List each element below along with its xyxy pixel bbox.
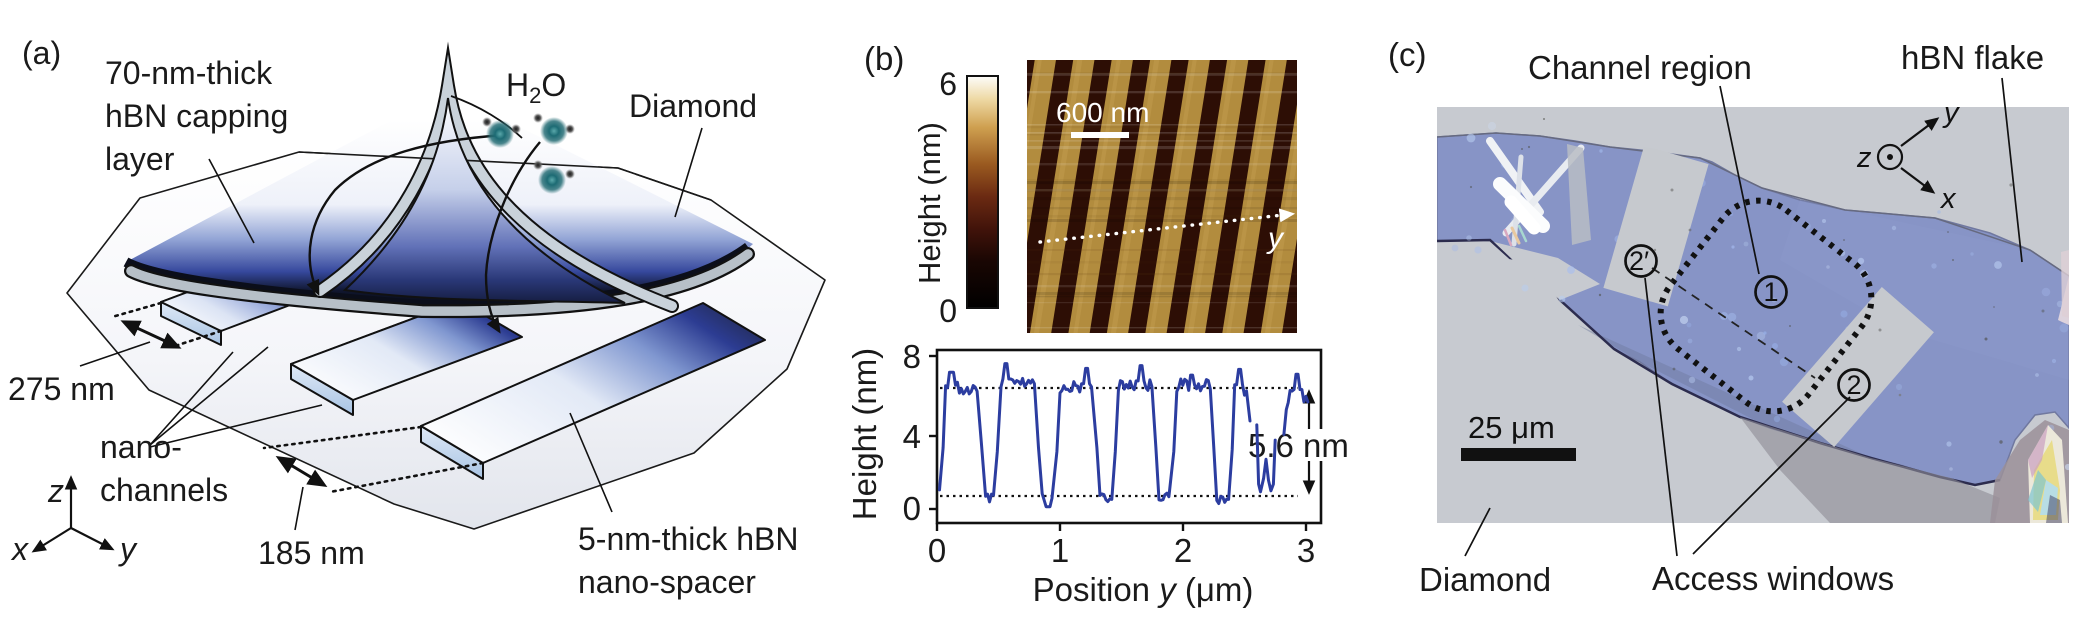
svg-text:x: x: [1939, 183, 1957, 215]
svg-text:25 μm: 25 μm: [1468, 410, 1555, 445]
svg-text:2: 2: [1846, 370, 1861, 400]
svg-text:4: 4: [903, 418, 921, 455]
svg-text:x: x: [10, 531, 29, 567]
svg-text:hBN capping: hBN capping: [105, 98, 288, 134]
svg-text:Channel region: Channel region: [1528, 49, 1752, 86]
svg-text:1: 1: [1051, 532, 1069, 569]
svg-text:z: z: [47, 473, 64, 509]
svg-text:y: y: [1942, 97, 1960, 129]
svg-text:y: y: [118, 531, 138, 567]
svg-text:Height (nm): Height (nm): [846, 348, 883, 520]
svg-text:2: 2: [1174, 532, 1192, 569]
svg-text:channels: channels: [100, 472, 228, 508]
svg-text:Height (nm): Height (nm): [912, 122, 947, 284]
svg-text:Diamond: Diamond: [1419, 561, 1551, 598]
svg-text:5.6 nm: 5.6 nm: [1248, 427, 1349, 464]
svg-text:nano-spacer: nano-spacer: [578, 564, 756, 600]
svg-text:(c): (c): [1388, 36, 1426, 73]
svg-text:5-nm-thick hBN: 5-nm-thick hBN: [578, 521, 799, 557]
svg-text:0: 0: [903, 490, 921, 527]
svg-text:(a): (a): [22, 35, 61, 71]
svg-text:0: 0: [928, 532, 946, 569]
svg-text:3: 3: [1297, 532, 1315, 569]
svg-text:185 nm: 185 nm: [258, 535, 365, 571]
svg-text:1: 1: [1763, 277, 1778, 307]
svg-text:600 nm: 600 nm: [1056, 97, 1149, 128]
svg-text:Position y (μm): Position y (μm): [1033, 571, 1254, 608]
svg-text:z: z: [1856, 142, 1872, 174]
svg-text:Access windows: Access windows: [1652, 560, 1894, 597]
svg-text:(b): (b): [864, 40, 904, 77]
svg-text:0: 0: [939, 293, 957, 329]
svg-text:6: 6: [939, 66, 957, 102]
svg-text:8: 8: [903, 338, 921, 375]
svg-text:H2O: H2O: [506, 67, 566, 108]
svg-text:layer: layer: [105, 141, 175, 177]
svg-text:2′: 2′: [1629, 246, 1649, 276]
svg-text:hBN flake: hBN flake: [1901, 39, 2044, 76]
svg-text:70-nm-thick: 70-nm-thick: [105, 55, 273, 91]
svg-text:nano-: nano-: [100, 429, 182, 465]
svg-text:y: y: [1266, 222, 1285, 255]
svg-text:275 nm: 275 nm: [8, 371, 115, 407]
svg-text:Diamond: Diamond: [629, 88, 757, 124]
